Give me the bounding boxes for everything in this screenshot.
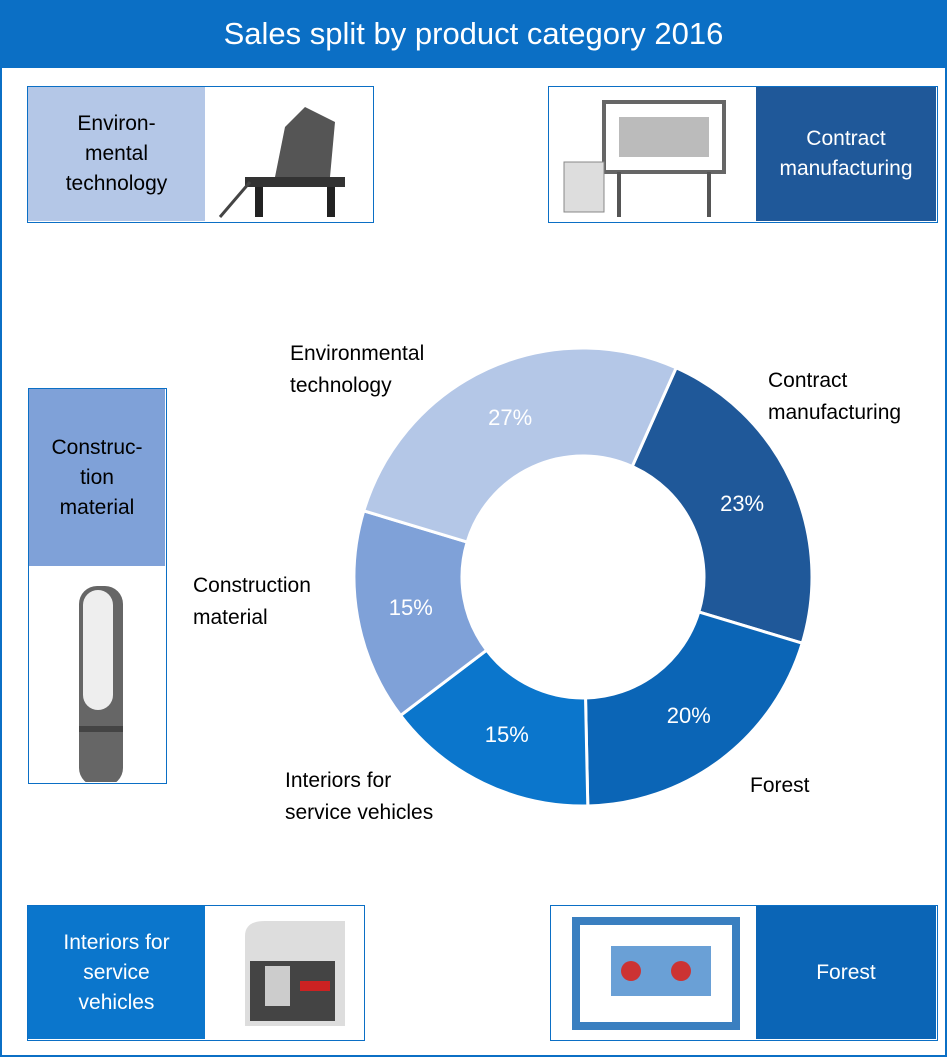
panel-label: Forest <box>756 906 936 1039</box>
panel: Contract manufacturing <box>548 86 938 223</box>
category-label: Interiors for service vehicles <box>285 769 434 824</box>
donut-segment <box>352 508 489 718</box>
value-label: 15% <box>388 594 433 620</box>
forest-machine-image <box>572 917 740 1030</box>
value-label: 15% <box>484 721 529 747</box>
value-label: 27% <box>488 404 533 430</box>
pipe-image <box>79 586 123 782</box>
value-label: 20% <box>666 703 711 729</box>
donut-segment <box>584 610 805 808</box>
category-label: Construction material <box>193 574 311 629</box>
panel-label: Interiors for service vehicles <box>28 906 205 1039</box>
panel-label: Contract manufacturing <box>756 87 936 221</box>
panel: Construc- tion material <box>28 388 167 784</box>
panel: Environ- mental technology <box>27 86 374 223</box>
panel-label: Construc- tion material <box>29 389 165 566</box>
donut-segment <box>398 648 590 808</box>
category-label: Contract manufacturing <box>768 369 902 424</box>
title: Sales split by product category 2016 <box>0 0 947 68</box>
category-label: Forest <box>750 774 810 797</box>
category-label: Environmental technology <box>290 342 425 397</box>
van-interior-image <box>245 921 345 1026</box>
panel: Interiors for service vehicles <box>27 905 365 1041</box>
panel-label: Environ- mental technology <box>28 87 205 221</box>
value-label: 23% <box>720 491 765 517</box>
machine-image <box>218 107 345 218</box>
machine-image <box>563 100 726 217</box>
donut-segment <box>630 365 814 646</box>
donut-segment <box>361 346 679 544</box>
panel: Forest <box>550 905 938 1041</box>
